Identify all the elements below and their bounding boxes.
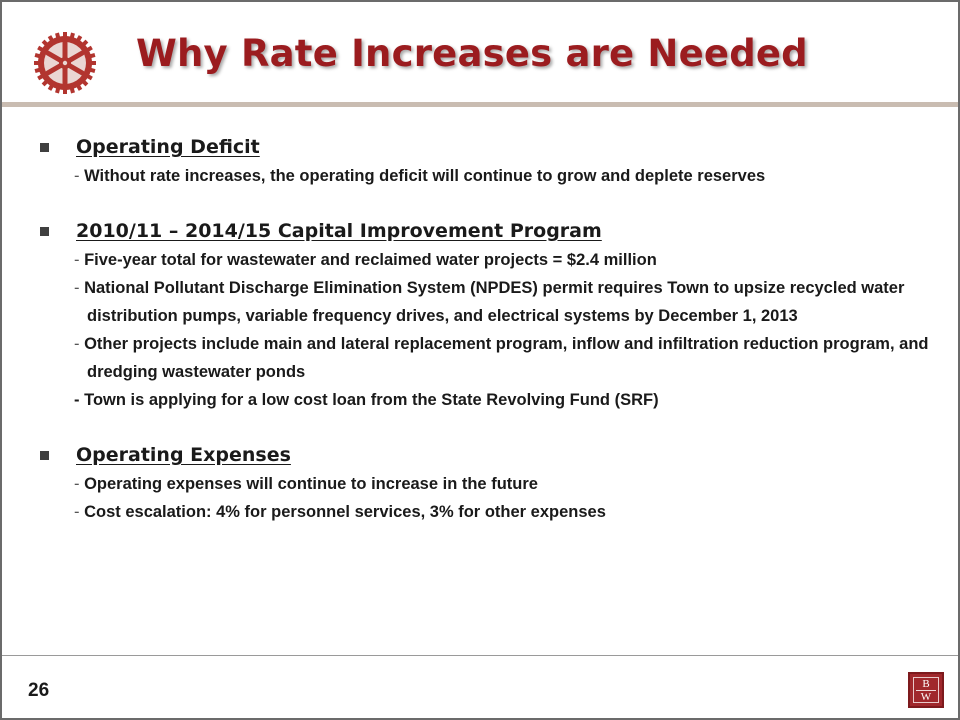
square-bullet-icon xyxy=(40,226,49,236)
bullet-title: Operating Expenses xyxy=(76,444,291,466)
sub-item: - Town is applying for a low cost loan f… xyxy=(74,386,948,414)
square-bullet-icon xyxy=(40,142,49,152)
sub-item-text: Cost escalation: 4% for personnel servic… xyxy=(84,503,606,521)
sub-list: - Without rate increases, the operating … xyxy=(74,162,948,190)
dash-marker: - xyxy=(74,335,80,353)
dash-marker: - xyxy=(74,167,80,185)
dash-marker: - xyxy=(74,475,80,493)
bullet-title: Operating Deficit xyxy=(76,136,260,158)
bw-logo: B W xyxy=(908,672,944,708)
dash-marker: - xyxy=(74,279,80,297)
sub-item: - Cost escalation: 4% for personnel serv… xyxy=(74,498,948,526)
header-divider xyxy=(2,102,958,107)
section-capital-improvement-program: 2010/11 – 2014/15 Capital Improvement Pr… xyxy=(38,216,948,414)
bullet-title: 2010/11 – 2014/15 Capital Improvement Pr… xyxy=(76,220,602,242)
logo-divider xyxy=(916,689,936,691)
sub-item: - National Pollutant Discharge Eliminati… xyxy=(74,274,948,330)
logo-letter-b: B xyxy=(922,677,930,690)
sub-item-text: Other projects include main and lateral … xyxy=(84,335,929,381)
dash-marker: - xyxy=(74,391,80,409)
logo-frame: B W xyxy=(913,677,939,703)
section-operating-deficit: Operating Deficit - Without rate increas… xyxy=(38,132,948,190)
sub-item: - Other projects include main and latera… xyxy=(74,330,948,386)
sub-item: - Without rate increases, the operating … xyxy=(74,162,948,190)
bullet-heading: Operating Expenses xyxy=(38,440,948,470)
bullet-heading: 2010/11 – 2014/15 Capital Improvement Pr… xyxy=(38,216,948,246)
slide-title: Why Rate Increases are Needed xyxy=(136,32,808,75)
dash-marker: - xyxy=(74,251,80,269)
sub-item: - Five-year total for wastewater and rec… xyxy=(74,246,948,274)
gear-wheel-icon xyxy=(34,32,96,94)
logo-letter-w: W xyxy=(920,690,932,703)
sub-item-text: Town is applying for a low cost loan fro… xyxy=(84,391,659,409)
sub-item-text: Five-year total for wastewater and recla… xyxy=(84,251,657,269)
section-operating-expenses: Operating Expenses - Operating expenses … xyxy=(38,440,948,526)
page-number: 26 xyxy=(28,680,50,701)
bullet-heading: Operating Deficit xyxy=(38,132,948,162)
dash-marker: - xyxy=(74,503,80,521)
slide-content: Operating Deficit - Without rate increas… xyxy=(38,132,948,552)
sub-list: - Five-year total for wastewater and rec… xyxy=(74,246,948,414)
sub-item-text: National Pollutant Discharge Elimination… xyxy=(84,279,905,325)
sub-list: - Operating expenses will continue to in… xyxy=(74,470,948,526)
sub-item: - Operating expenses will continue to in… xyxy=(74,470,948,498)
sub-item-text: Operating expenses will continue to incr… xyxy=(84,475,538,493)
sub-item-text: Without rate increases, the operating de… xyxy=(84,167,766,185)
footer-divider xyxy=(2,655,958,656)
square-bullet-icon xyxy=(40,450,49,460)
